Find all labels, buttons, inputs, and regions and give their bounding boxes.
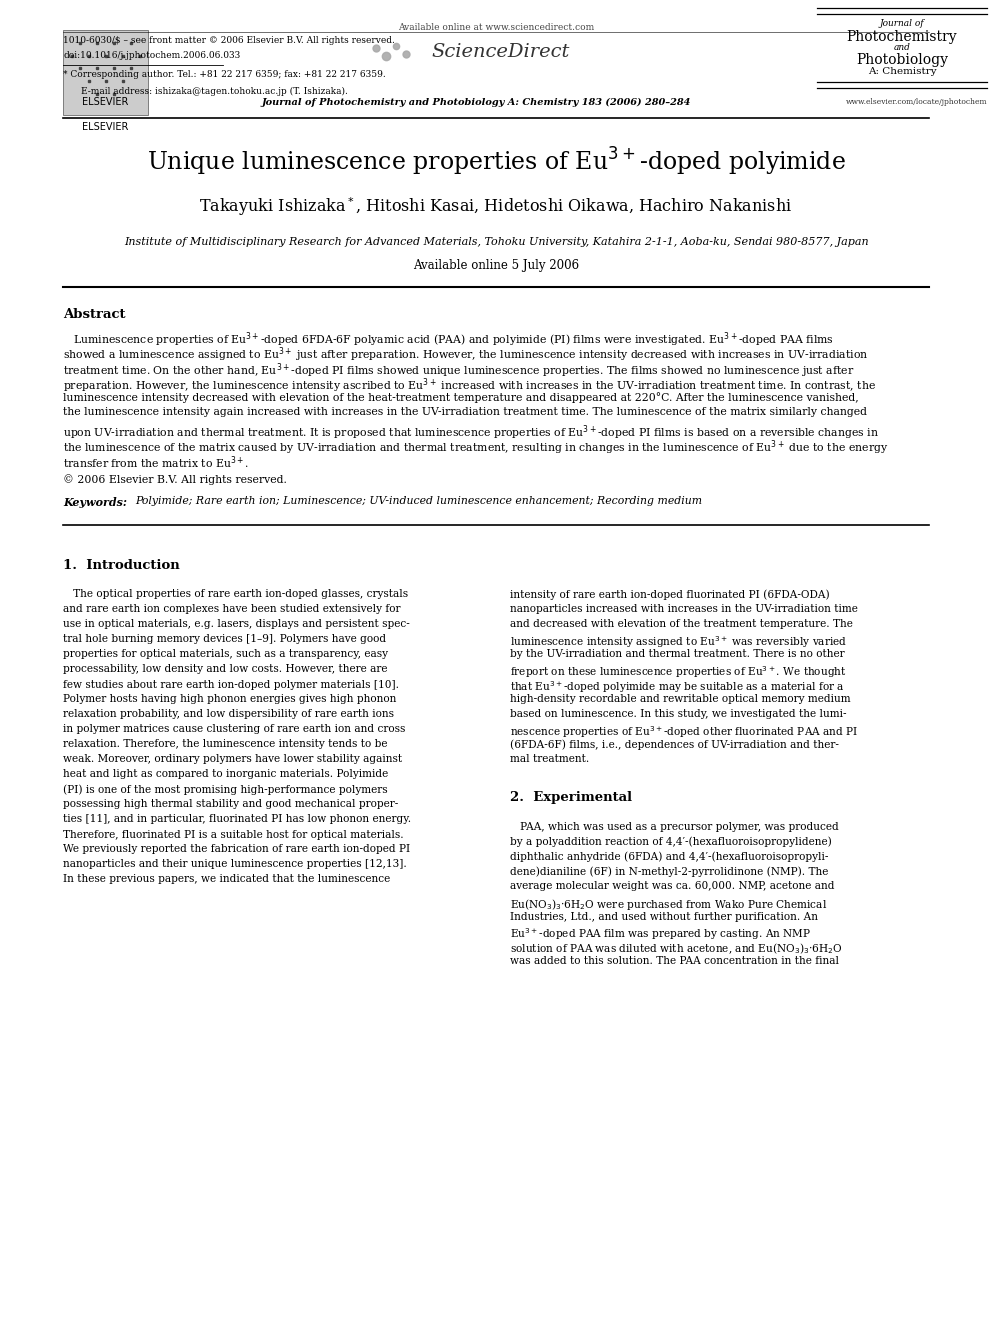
- Text: dene)dianiline (6F) in N-methyl-2-pyrrolidinone (NMP). The: dene)dianiline (6F) in N-methyl-2-pyrrol…: [510, 867, 828, 877]
- Text: freport on these luminescence properties of Eu$^{3+}$. We thought: freport on these luminescence properties…: [510, 664, 847, 680]
- Text: E-mail address: ishizaka@tagen.tohoku.ac.jp (T. Ishizaka).: E-mail address: ishizaka@tagen.tohoku.ac…: [81, 87, 348, 97]
- Text: and: and: [894, 44, 911, 53]
- Text: Photobiology: Photobiology: [856, 53, 948, 67]
- Text: Eu(NO$_3$)$_3$·6H$_2$O were purchased from Wako Pure Chemical: Eu(NO$_3$)$_3$·6H$_2$O were purchased fr…: [510, 897, 827, 912]
- Text: the luminescence of the matrix caused by UV-irradiation and thermal treatment, r: the luminescence of the matrix caused by…: [63, 438, 889, 458]
- Text: upon UV-irradiation and thermal treatment. It is proposed that luminescence prop: upon UV-irradiation and thermal treatmen…: [63, 423, 879, 442]
- Text: Unique luminescence properties of Eu$^{3+}$-doped polyimide: Unique luminescence properties of Eu$^{3…: [147, 146, 845, 179]
- Text: Eu$^{3+}$-doped PAA film was prepared by casting. An NMP: Eu$^{3+}$-doped PAA film was prepared by…: [510, 926, 811, 942]
- Text: ELSEVIER: ELSEVIER: [82, 97, 129, 107]
- Text: Polymer hosts having high phonon energies gives high phonon: Polymer hosts having high phonon energie…: [63, 695, 397, 705]
- Text: Photochemistry: Photochemistry: [847, 30, 957, 44]
- Text: We previously reported the fabrication of rare earth ion-doped PI: We previously reported the fabrication o…: [63, 844, 410, 855]
- Text: nescence properties of Eu$^{3+}$-doped other fluorinated PAA and PI: nescence properties of Eu$^{3+}$-doped o…: [510, 725, 858, 741]
- Text: by the UV-irradiation and thermal treatment. There is no other: by the UV-irradiation and thermal treatm…: [510, 650, 844, 659]
- Text: and decreased with elevation of the treatment temperature. The: and decreased with elevation of the trea…: [510, 619, 853, 630]
- Text: Journal of: Journal of: [880, 20, 925, 29]
- Text: (PI) is one of the most promising high-performance polymers: (PI) is one of the most promising high-p…: [63, 785, 388, 795]
- Text: Therefore, fluorinated PI is a suitable host for optical materials.: Therefore, fluorinated PI is a suitable …: [63, 830, 404, 840]
- Text: PAA, which was used as a precursor polymer, was produced: PAA, which was used as a precursor polym…: [510, 822, 839, 831]
- Text: processability, low density and low costs. However, there are: processability, low density and low cost…: [63, 664, 388, 675]
- Text: 1.  Introduction: 1. Introduction: [63, 560, 180, 573]
- Text: Keywords:: Keywords:: [63, 496, 127, 508]
- Text: solution of PAA was diluted with acetone, and Eu(NO$_3$)$_3$·6H$_2$O: solution of PAA was diluted with acetone…: [510, 942, 843, 957]
- Text: doi:10.1016/j.jphotochem.2006.06.033: doi:10.1016/j.jphotochem.2006.06.033: [63, 52, 240, 60]
- Text: use in optical materials, e.g. lasers, displays and persistent spec-: use in optical materials, e.g. lasers, d…: [63, 619, 410, 630]
- Text: © 2006 Elsevier B.V. All rights reserved.: © 2006 Elsevier B.V. All rights reserved…: [63, 475, 287, 486]
- Text: mal treatment.: mal treatment.: [510, 754, 589, 765]
- Text: by a polyaddition reaction of 4,4′-(hexafluoroisopropylidene): by a polyaddition reaction of 4,4′-(hexa…: [510, 836, 831, 847]
- Bar: [63, 30, 148, 115]
- Text: high-density recordable and rewritable optical memory medium: high-density recordable and rewritable o…: [510, 695, 850, 705]
- Text: luminescence intensity assigned to Eu$^{3+}$ was reversibly varied: luminescence intensity assigned to Eu$^{…: [510, 635, 847, 651]
- Text: www.elsevier.com/locate/jphotochem: www.elsevier.com/locate/jphotochem: [845, 98, 987, 106]
- Text: Available online at www.sciencedirect.com: Available online at www.sciencedirect.co…: [398, 24, 594, 33]
- Text: (6FDA-6F) films, i.e., dependences of UV-irradiation and ther-: (6FDA-6F) films, i.e., dependences of UV…: [510, 740, 839, 750]
- Text: was added to this solution. The PAA concentration in the final: was added to this solution. The PAA conc…: [510, 957, 839, 967]
- Text: luminescence intensity decreased with elevation of the heat-treatment temperatur: luminescence intensity decreased with el…: [63, 392, 859, 404]
- Text: diphthalic anhydride (6FDA) and 4,4′-(hexafluoroisopropyli-: diphthalic anhydride (6FDA) and 4,4′-(he…: [510, 852, 828, 863]
- Text: nanoparticles increased with increases in the UV-irradiation time: nanoparticles increased with increases i…: [510, 605, 858, 614]
- Text: possessing high thermal stability and good mechanical proper-: possessing high thermal stability and go…: [63, 799, 398, 810]
- Text: tral hole burning memory devices [1–9]. Polymers have good: tral hole burning memory devices [1–9]. …: [63, 635, 386, 644]
- Text: * Corresponding author. Tel.: +81 22 217 6359; fax: +81 22 217 6359.: * Corresponding author. Tel.: +81 22 217…: [63, 70, 386, 79]
- Text: A: Chemistry: A: Chemistry: [868, 67, 936, 77]
- Text: average molecular weight was ca. 60,000. NMP, acetone and: average molecular weight was ca. 60,000.…: [510, 881, 834, 892]
- Text: intensity of rare earth ion-doped fluorinated PI (6FDA-ODA): intensity of rare earth ion-doped fluori…: [510, 590, 829, 601]
- Text: heat and light as compared to inorganic materials. Polyimide: heat and light as compared to inorganic …: [63, 770, 388, 779]
- Text: relaxation probability, and low dispersibility of rare earth ions: relaxation probability, and low dispersi…: [63, 709, 394, 720]
- Text: weak. Moreover, ordinary polymers have lower stability against: weak. Moreover, ordinary polymers have l…: [63, 754, 402, 765]
- Text: few studies about rare earth ion-doped polymer materials [10].: few studies about rare earth ion-doped p…: [63, 680, 399, 689]
- Text: treatment time. On the other hand, Eu$^{3+}$-doped PI films showed unique lumine: treatment time. On the other hand, Eu$^{…: [63, 361, 854, 380]
- Text: The optical properties of rare earth ion-doped glasses, crystals: The optical properties of rare earth ion…: [63, 590, 408, 599]
- Text: ELSEVIER: ELSEVIER: [82, 122, 129, 132]
- Text: showed a luminescence assigned to Eu$^{3+}$ just after preparation. However, the: showed a luminescence assigned to Eu$^{3…: [63, 345, 868, 364]
- Text: Takayuki Ishizaka$^*$, Hitoshi Kasai, Hidetoshi Oikawa, Hachiro Nakanishi: Takayuki Ishizaka$^*$, Hitoshi Kasai, Hi…: [199, 196, 793, 218]
- Text: preparation. However, the luminescence intensity ascribed to Eu$^{3+}$ increased: preparation. However, the luminescence i…: [63, 377, 876, 396]
- Text: that Eu$^{3+}$-doped polyimide may be suitable as a material for a: that Eu$^{3+}$-doped polyimide may be su…: [510, 680, 844, 696]
- Text: relaxation. Therefore, the luminescence intensity tends to be: relaxation. Therefore, the luminescence …: [63, 740, 388, 750]
- Text: Industries, Ltd., and used without further purification. An: Industries, Ltd., and used without furth…: [510, 912, 818, 922]
- Text: In these previous papers, we indicated that the luminescence: In these previous papers, we indicated t…: [63, 875, 390, 885]
- Text: and rare earth ion complexes have been studied extensively for: and rare earth ion complexes have been s…: [63, 605, 401, 614]
- Text: 1010-6030/$ – see front matter © 2006 Elsevier B.V. All rights reserved.: 1010-6030/$ – see front matter © 2006 El…: [63, 36, 395, 45]
- Text: transfer from the matrix to Eu$^{3+}$.: transfer from the matrix to Eu$^{3+}$.: [63, 454, 249, 471]
- Text: ScienceDirect: ScienceDirect: [432, 44, 570, 61]
- Text: ties [11], and in particular, fluorinated PI has low phonon energy.: ties [11], and in particular, fluorinate…: [63, 815, 411, 824]
- Text: Luminescence properties of Eu$^{3+}$-doped 6FDA-6F polyamic acid (PAA) and polyi: Luminescence properties of Eu$^{3+}$-dop…: [63, 329, 834, 348]
- Text: Available online 5 July 2006: Available online 5 July 2006: [413, 258, 579, 271]
- Text: nanoparticles and their unique luminescence properties [12,13].: nanoparticles and their unique luminesce…: [63, 860, 407, 869]
- Text: 2.  Experimental: 2. Experimental: [510, 791, 632, 804]
- Text: properties for optical materials, such as a transparency, easy: properties for optical materials, such a…: [63, 650, 388, 659]
- Text: Institute of Multidisciplinary Research for Advanced Materials, Tohoku Universit: Institute of Multidisciplinary Research …: [124, 237, 868, 247]
- Text: the luminescence intensity again increased with increases in the UV-irradiation : the luminescence intensity again increas…: [63, 407, 867, 418]
- Text: Journal of Photochemistry and Photobiology A: Chemistry 183 (2006) 280–284: Journal of Photochemistry and Photobiolo…: [261, 98, 690, 107]
- Text: based on luminescence. In this study, we investigated the lumi-: based on luminescence. In this study, we…: [510, 709, 846, 720]
- Text: in polymer matrices cause clustering of rare earth ion and cross: in polymer matrices cause clustering of …: [63, 725, 406, 734]
- Text: Polyimide; Rare earth ion; Luminescence; UV-induced luminescence enhancement; Re: Polyimide; Rare earth ion; Luminescence;…: [135, 496, 702, 507]
- Text: Abstract: Abstract: [63, 308, 126, 321]
